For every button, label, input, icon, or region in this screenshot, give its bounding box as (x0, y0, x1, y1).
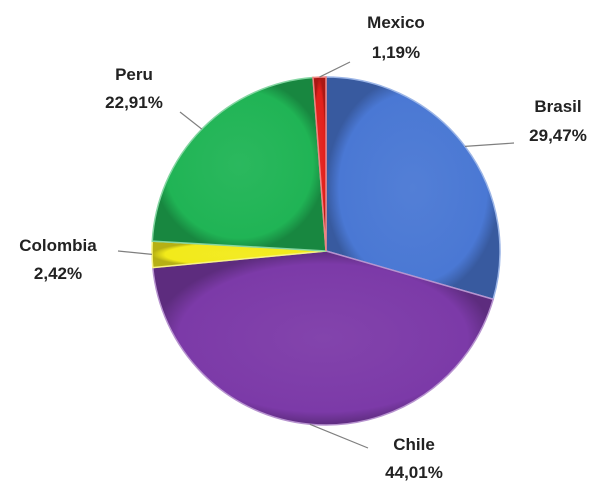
data-label-category-peru: Peru (115, 65, 153, 84)
data-label-category-brasil: Brasil (534, 97, 581, 116)
data-label-value-chile: 44,01% (385, 463, 443, 482)
data-label-value-mexico: 1,19% (372, 43, 420, 62)
leader-line-chile (310, 424, 368, 448)
leader-line-peru (180, 112, 202, 129)
data-label-category-colombia: Colombia (19, 236, 97, 255)
leader-line-mexico (320, 62, 351, 77)
leader-line-brasil (465, 143, 514, 146)
leader-line-colombia (118, 251, 152, 254)
pie-slices (152, 77, 500, 425)
data-label-category-mexico: Mexico (367, 13, 425, 32)
data-label-value-brasil: 29,47% (529, 126, 587, 145)
pie-slice-peru (152, 77, 326, 251)
data-label-value-colombia: 2,42% (34, 264, 82, 283)
data-label-category-chile: Chile (393, 435, 435, 454)
data-label-value-peru: 22,91% (105, 93, 163, 112)
